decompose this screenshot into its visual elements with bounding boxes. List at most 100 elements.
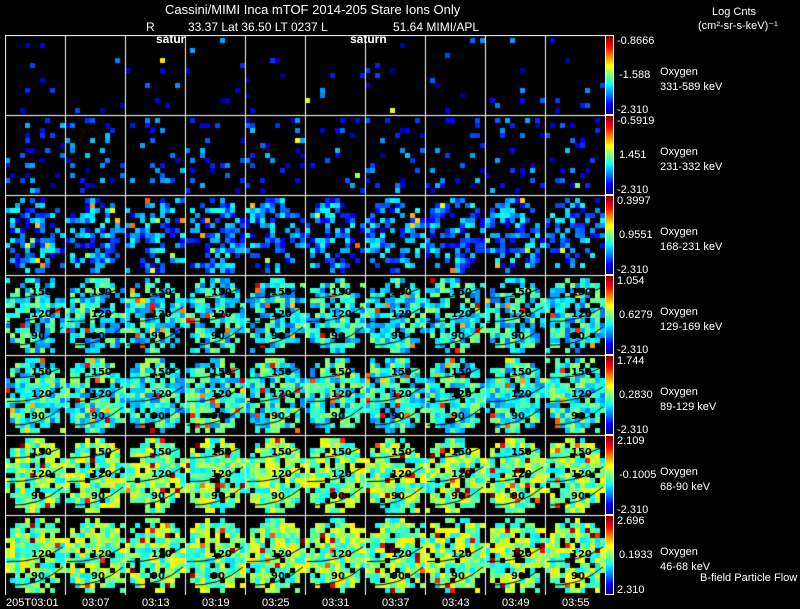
- time-tick-label: 03:07: [82, 597, 110, 609]
- contour-label: 90: [211, 331, 225, 342]
- contour-label: 120: [511, 549, 532, 560]
- contour-label: 150: [511, 447, 532, 458]
- colorbar-mid: -1.588: [619, 69, 651, 81]
- contour-label: 90: [511, 331, 525, 342]
- colorbar-min: -2.310: [617, 184, 649, 196]
- contour-label: 120: [391, 469, 412, 480]
- contour-label: 90: [391, 411, 405, 422]
- colorbar-min: -2.310: [617, 104, 649, 116]
- contour-label: 90: [91, 331, 105, 342]
- contour-label: 90: [271, 411, 285, 422]
- time-tick-label: 03:31: [322, 597, 350, 609]
- contour-label: 120: [31, 469, 52, 480]
- ephemeris-text: 33.37 Lat 36.50 LT 0237 L: [188, 20, 328, 34]
- time-tick-label: 03:43: [442, 597, 470, 609]
- colorbar: [605, 115, 614, 195]
- colorbar: [605, 35, 614, 115]
- colorbar-mid: 0.2830: [619, 389, 653, 401]
- time-tick-label: 03:49: [502, 597, 530, 609]
- contour-label: 150: [151, 367, 172, 378]
- contour-label: 120: [391, 549, 412, 560]
- contour-label: 120: [271, 309, 292, 320]
- contour-label: 90: [151, 491, 165, 502]
- contour-label: 150: [391, 287, 412, 298]
- units-label-2: (cm²-sr-s-keV)⁻¹: [698, 20, 778, 32]
- contour-label: 120: [91, 389, 112, 400]
- contour-label: 120: [331, 469, 352, 480]
- contour-label: 150: [271, 367, 292, 378]
- contour-label: 90: [151, 571, 165, 582]
- colorbar-min: -2.310: [617, 344, 649, 356]
- contour-label: 120: [211, 549, 232, 560]
- colorbar-max: -0.8666: [617, 35, 655, 47]
- colorbar: [605, 275, 614, 355]
- colorbar-mid: 1.451: [619, 149, 647, 161]
- colorbar: [605, 355, 614, 435]
- contour-label: 150: [211, 287, 232, 298]
- colorbar-min: -2.310: [617, 504, 649, 516]
- contour-label: 120: [271, 549, 292, 560]
- colorbar-max: 0.3997: [617, 195, 651, 207]
- energy-label: 168-231 keV: [660, 241, 723, 253]
- contour-label: 90: [331, 331, 345, 342]
- time-tick-label: 03:19: [202, 597, 230, 609]
- contour-label: 120: [391, 309, 412, 320]
- contour-label: 90: [211, 571, 225, 582]
- time-tick-label: 03:37: [382, 597, 410, 609]
- contour-label: 90: [151, 331, 165, 342]
- contour-label: 120: [331, 389, 352, 400]
- contour-label: 150: [91, 447, 112, 458]
- time-tick-label: 205T03:01: [6, 597, 59, 609]
- contour-label: 150: [271, 447, 292, 458]
- species-label: Oxygen: [660, 146, 698, 158]
- time-tick-label: 03:13: [142, 597, 170, 609]
- colorbar: [605, 515, 614, 595]
- contour-label: 120: [511, 389, 532, 400]
- contour-label: 150: [451, 447, 472, 458]
- contour-label: 120: [571, 389, 592, 400]
- colorbar-max: -0.5919: [617, 115, 655, 127]
- contour-label: 150: [571, 287, 592, 298]
- contour-label: 150: [571, 447, 592, 458]
- contour-label: 90: [571, 331, 585, 342]
- energy-label: 231-332 keV: [660, 161, 723, 173]
- contour-label: 120: [151, 389, 172, 400]
- contour-label: 120: [331, 309, 352, 320]
- l-value-text: 51.64 MIMI/APL: [393, 20, 480, 34]
- contour-label: 90: [451, 491, 465, 502]
- species-label: Oxygen: [660, 386, 698, 398]
- contour-label: 150: [511, 367, 532, 378]
- contour-label: 120: [271, 389, 292, 400]
- contour-label: 150: [211, 367, 232, 378]
- contour-label: 120: [391, 389, 412, 400]
- contour-label: 90: [391, 331, 405, 342]
- energy-label: 68-90 keV: [660, 481, 711, 493]
- contour-label: 120: [151, 309, 172, 320]
- contour-label: 150: [91, 287, 112, 298]
- species-label: Oxygen: [660, 226, 698, 238]
- contour-label: 90: [91, 491, 105, 502]
- contour-label: 150: [391, 367, 412, 378]
- contour-label: 90: [571, 411, 585, 422]
- colorbar-min: 2.310: [617, 584, 645, 596]
- saturn-label: satur: [156, 32, 186, 46]
- energy-label: 46-68 keV: [660, 561, 711, 573]
- saturn-label: saturn: [350, 32, 387, 46]
- contour-label: 90: [451, 571, 465, 582]
- contour-label: 150: [31, 447, 52, 458]
- contour-label: 90: [511, 571, 525, 582]
- r-label: R: [146, 20, 155, 34]
- contour-label: 120: [451, 549, 472, 560]
- contour-label: 90: [331, 491, 345, 502]
- colorbar-max: 2.696: [617, 515, 645, 527]
- contour-label: 150: [451, 287, 472, 298]
- colorbar-mid: 0.9551: [619, 229, 653, 241]
- contour-label: 150: [331, 367, 352, 378]
- time-tick-label: 03:55: [562, 597, 590, 609]
- contour-label: 150: [391, 447, 412, 458]
- contour-label: 120: [91, 309, 112, 320]
- colorbar-min: -2.310: [617, 424, 649, 436]
- contour-label: 90: [511, 491, 525, 502]
- contour-label: 120: [571, 309, 592, 320]
- species-label: Oxygen: [660, 466, 698, 478]
